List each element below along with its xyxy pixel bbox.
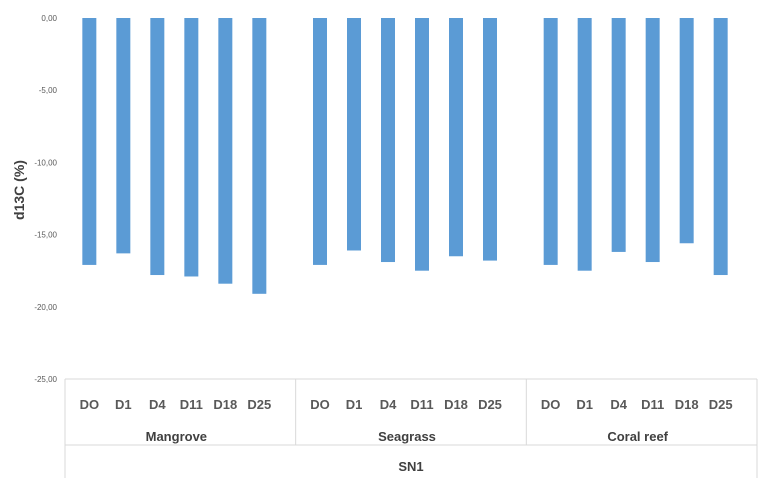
bar (611, 18, 626, 252)
bar (577, 18, 592, 271)
outer-category-label: SN1 (398, 459, 423, 474)
group-label: Coral reef (607, 429, 668, 444)
bars (82, 18, 728, 294)
x-tick-label: D4 (380, 397, 397, 412)
x-tick-label: D18 (444, 397, 468, 412)
bar (483, 18, 497, 261)
y-tick-label: -10,00 (34, 158, 57, 167)
bar (313, 18, 327, 265)
y-tick-label: -15,00 (34, 231, 57, 240)
bar (415, 18, 429, 271)
x-tick-label: DO (80, 397, 100, 412)
x-tick-label: D25 (478, 397, 502, 412)
x-tick-label: D11 (410, 397, 433, 412)
bar (543, 18, 558, 265)
bar (347, 18, 361, 251)
x-tick-label: D18 (675, 397, 699, 412)
bar (449, 18, 463, 257)
x-tick-label: DO (310, 397, 330, 412)
bar (252, 18, 267, 294)
x-tick-label: D11 (180, 397, 203, 412)
x-tick-label: D1 (346, 397, 363, 412)
x-tick-label: D1 (115, 397, 132, 412)
bar (218, 18, 233, 284)
x-tick-label: D1 (576, 397, 593, 412)
y-axis-label: d13C (%) (11, 160, 27, 220)
x-tick-label: D4 (149, 397, 166, 412)
group-label: Mangrove (146, 429, 207, 444)
x-tick-label: D4 (610, 397, 627, 412)
x-tick-label: D25 (709, 397, 733, 412)
group-label: Seagrass (378, 429, 436, 444)
y-axis: 0,00 -5,00 -10,00 -15,00 -20,00 -25,00 (34, 14, 57, 384)
bar (116, 18, 131, 254)
bar (150, 18, 165, 276)
y-tick-label: -25,00 (34, 375, 57, 384)
x-tick-label: D11 (641, 397, 664, 412)
x-tick-label: D18 (213, 397, 237, 412)
x-tick-label: DO (541, 397, 561, 412)
bar (713, 18, 728, 276)
bar (679, 18, 694, 244)
y-tick-label: 0,00 (41, 14, 57, 23)
y-tick-label: -20,00 (34, 303, 57, 312)
y-tick-label: -5,00 (39, 86, 58, 95)
bar (645, 18, 660, 263)
bar (82, 18, 97, 265)
bar (184, 18, 199, 277)
bar (381, 18, 395, 263)
x-axis: DO D1 D4 D11 D18 D25 Mangrove DO D1 D4 D11 D18 D25 Se… (64, 378, 758, 478)
x-tick-label: D25 (247, 397, 271, 412)
